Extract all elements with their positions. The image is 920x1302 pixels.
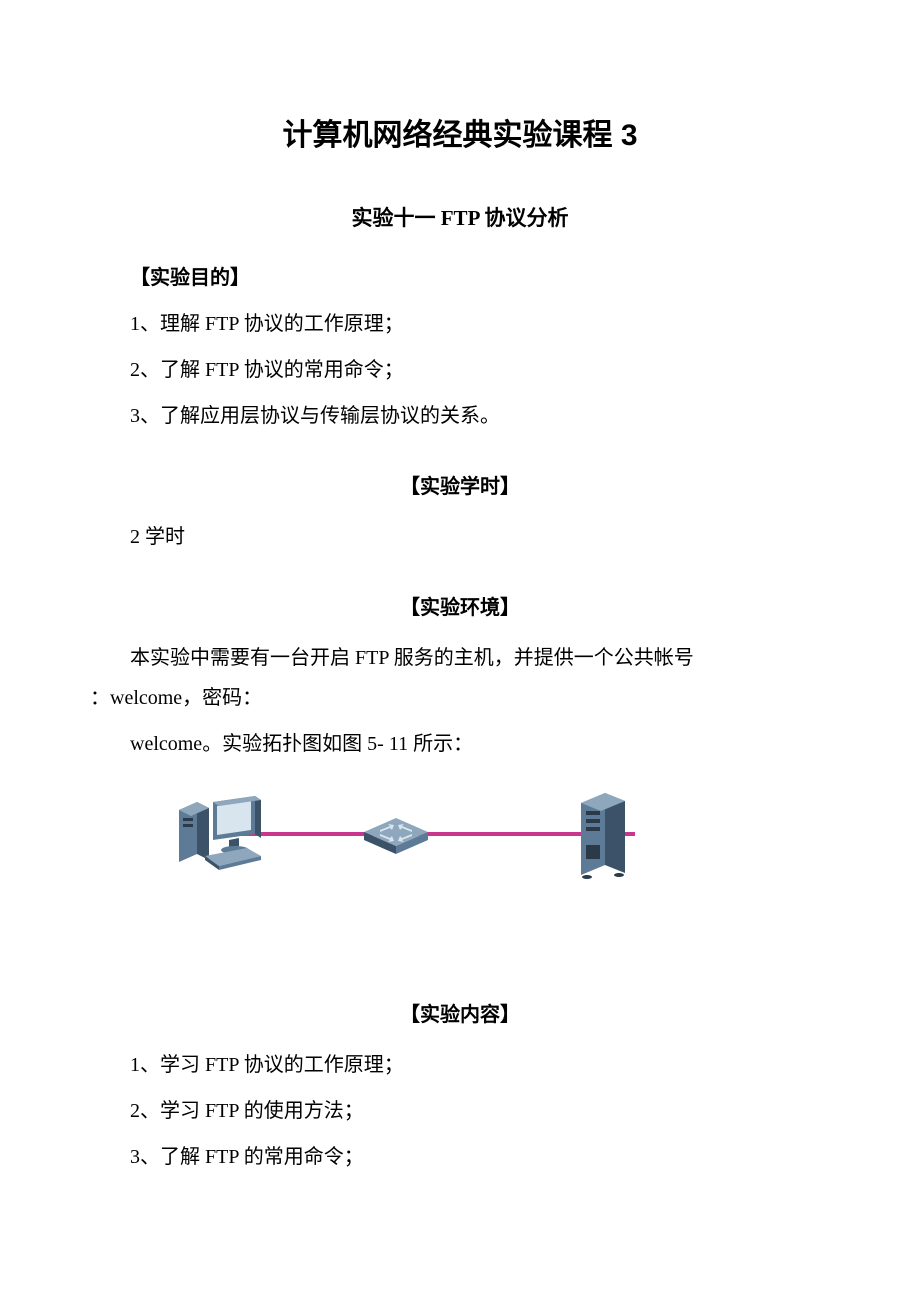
client-node (175, 792, 265, 876)
client-pc-icon (175, 792, 265, 870)
document-page: 计算机网络经典实验课程 3 实验十一 FTP 协议分析 【实验目的】 1、理解 … (0, 0, 920, 1243)
purpose-header: 【实验目的】 (90, 258, 830, 298)
server-icon (575, 789, 631, 879)
switch-icon (360, 812, 432, 856)
content-header: 【实验内容】 (90, 998, 830, 1027)
env-text-line1a: 本实验中需要有一台开启 FTP 服务的主机，并提供一个公共帐号 (90, 638, 694, 678)
topology-diagram (150, 784, 650, 964)
env-text-line2: welcome。实验拓扑图如图 5- 11 所示： (90, 724, 830, 764)
experiment-subtitle: 实验十一 FTP 协议分析 (90, 202, 830, 232)
main-title: 计算机网络经典实验课程 3 (90, 110, 830, 154)
content-item-3: 3、了解 FTP 的常用命令； (90, 1137, 830, 1177)
purpose-item-2: 2、了解 FTP 协议的常用命令； (90, 350, 830, 390)
hours-text: 2 学时 (90, 517, 830, 557)
env-header: 【实验环境】 (90, 591, 830, 620)
switch-node (360, 812, 432, 861)
content-item-2: 2、学习 FTP 的使用方法； (90, 1091, 830, 1131)
purpose-item-3: 3、了解应用层协议与传输层协议的关系。 (90, 396, 830, 436)
content-item-1: 1、学习 FTP 协议的工作原理； (90, 1045, 830, 1085)
server-node (575, 789, 631, 894)
purpose-item-1: 1、理解 FTP 协议的工作原理； (90, 304, 830, 344)
env-text-line1: 本实验中需要有一台开启 FTP 服务的主机，并提供一个公共帐号 ：welcome… (90, 638, 830, 718)
env-text-line1b: ：welcome，密码： (90, 687, 262, 709)
hours-header: 【实验学时】 (90, 470, 830, 499)
